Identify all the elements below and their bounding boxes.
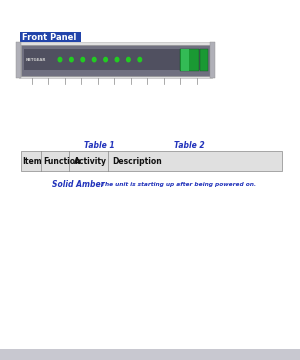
Text: Front Panel: Front Panel xyxy=(22,33,77,42)
Text: Table 2: Table 2 xyxy=(174,141,204,150)
Text: Item: Item xyxy=(22,157,42,166)
Text: The unit is starting up after being powered on.: The unit is starting up after being powe… xyxy=(101,182,256,187)
FancyBboxPatch shape xyxy=(20,32,81,42)
Circle shape xyxy=(115,57,119,62)
FancyBboxPatch shape xyxy=(19,42,212,78)
FancyBboxPatch shape xyxy=(0,349,300,360)
Text: Description: Description xyxy=(112,157,162,166)
FancyBboxPatch shape xyxy=(24,49,207,70)
Circle shape xyxy=(138,57,142,62)
Text: Table 1: Table 1 xyxy=(84,141,114,150)
Circle shape xyxy=(70,57,73,62)
FancyBboxPatch shape xyxy=(16,42,21,78)
FancyBboxPatch shape xyxy=(210,42,215,78)
Text: Solid Amber: Solid Amber xyxy=(52,180,104,189)
Circle shape xyxy=(58,57,62,62)
Circle shape xyxy=(81,57,85,62)
Text: Function: Function xyxy=(44,157,81,166)
FancyBboxPatch shape xyxy=(181,49,189,71)
Text: NETGEAR: NETGEAR xyxy=(26,58,46,62)
Text: Activity: Activity xyxy=(74,157,106,166)
Circle shape xyxy=(127,57,130,62)
Circle shape xyxy=(92,57,96,62)
FancyBboxPatch shape xyxy=(21,151,282,171)
Circle shape xyxy=(104,57,107,62)
FancyBboxPatch shape xyxy=(200,49,208,71)
FancyBboxPatch shape xyxy=(180,49,199,71)
FancyBboxPatch shape xyxy=(21,45,210,76)
